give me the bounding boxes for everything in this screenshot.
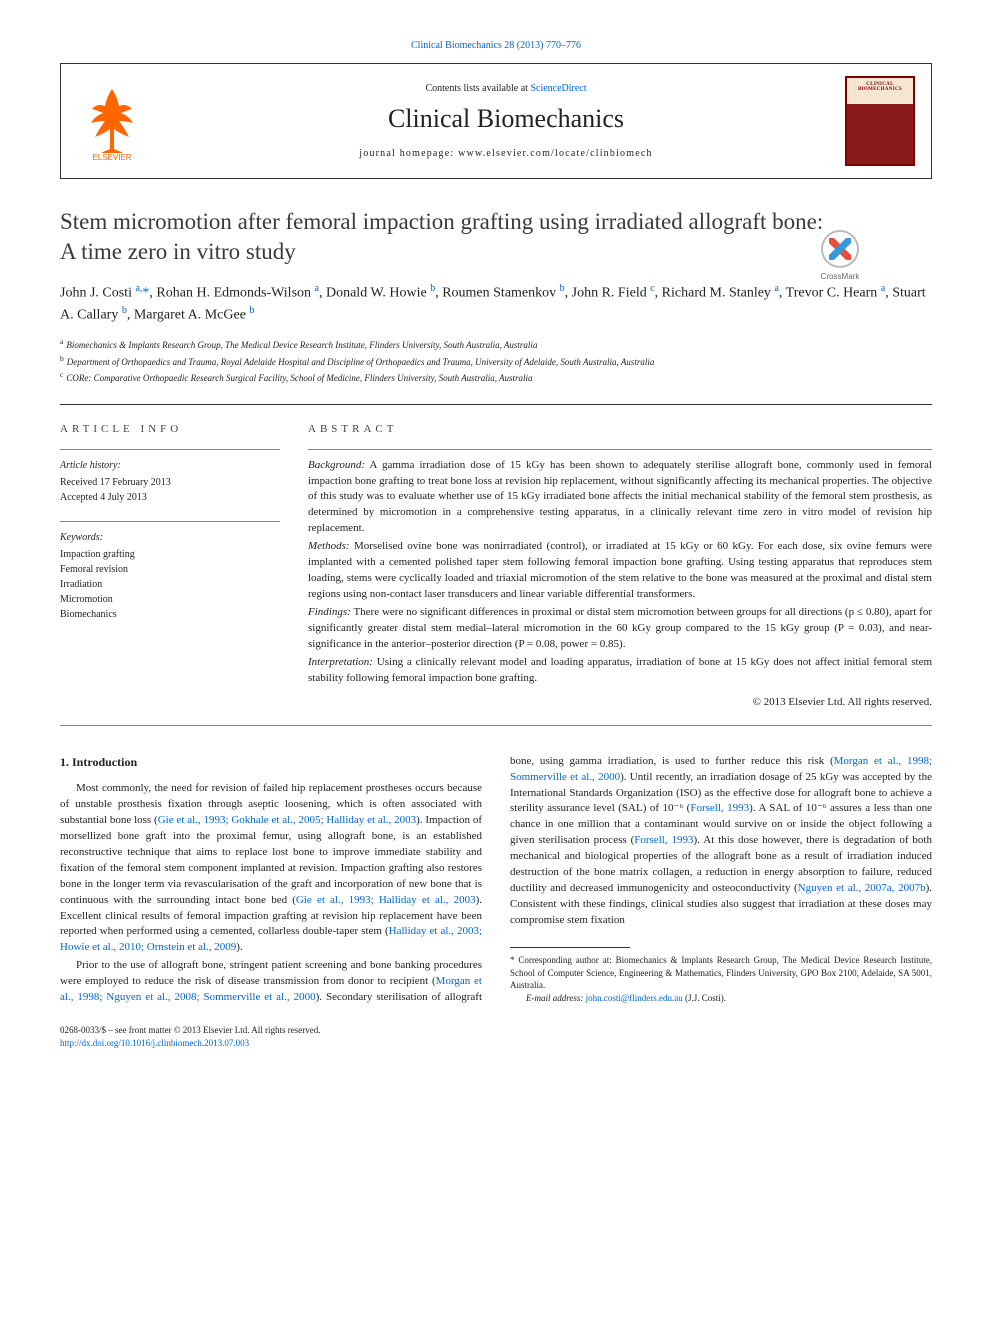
citation-link[interactable]: Gie et al., 1993; Gokhale et al., 2005; … [158,814,416,826]
body-paragraph: Most commonly, the need for revision of … [60,781,482,956]
article-info-heading: ARTICLE INFO [60,423,280,435]
divider [60,404,932,405]
citation-link[interactable]: Nguyen et al., 2007a, 2007b [798,882,926,894]
footnotes: * Corresponding author at: Biomechanics … [510,947,932,1004]
affiliations: aBiomechanics & Implants Research Group,… [60,336,932,386]
divider [60,725,932,726]
running-head-link[interactable]: Clinical Biomechanics 28 (2013) 770–776 [411,40,581,51]
email-link[interactable]: john.costi@flinders.edu.au [586,993,683,1003]
article-history: Article history: Received 17 February 20… [60,458,280,505]
crossmark-badge[interactable]: CrossMark [810,225,870,285]
journal-cover-thumbnail: CLINICAL BIOMECHANICS [845,76,915,166]
svg-text:ELSEVIER: ELSEVIER [92,153,131,161]
abstract-body: Background: A gamma irradiation dose of … [308,458,932,711]
authors-list: John J. Costi a,*, Rohan H. Edmonds-Wils… [60,281,932,326]
journal-homepage: journal homepage: www.elsevier.com/locat… [167,148,845,159]
doi-link[interactable]: http://dx.doi.org/10.1016/j.clinbiomech.… [60,1038,249,1048]
journal-header: ELSEVIER Contents lists available at Sci… [60,63,932,179]
divider [60,521,280,522]
divider [308,449,932,450]
citation-link[interactable]: Gie et al., 1993; Halliday et al., 2003 [296,894,476,906]
running-head: Clinical Biomechanics 28 (2013) 770–776 [60,40,932,51]
journal-title: Clinical Biomechanics [167,104,845,134]
divider [60,449,280,450]
svg-text:CrossMark: CrossMark [821,272,861,281]
citation-link[interactable]: Forsell, 1993 [634,834,693,846]
contents-list-line: Contents lists available at ScienceDirec… [167,83,845,94]
citation-link[interactable]: Forsell, 1993 [690,802,749,814]
keywords-block: Keywords: Impaction grafting Femoral rev… [60,530,280,622]
section-heading-introduction: 1. Introduction [60,754,482,771]
sciencedirect-link[interactable]: ScienceDirect [530,83,586,94]
article-body: 1. Introduction Most commonly, the need … [60,754,932,1007]
abstract-heading: ABSTRACT [308,423,932,435]
article-title: Stem micromotion after femoral impaction… [60,207,932,267]
footnote-separator [510,947,630,948]
copyright-footer: 0268-0033/$ – see front matter © 2013 El… [60,1024,932,1049]
elsevier-logo: ELSEVIER [77,81,147,161]
abstract-copyright: © 2013 Elsevier Ltd. All rights reserved… [308,695,932,711]
